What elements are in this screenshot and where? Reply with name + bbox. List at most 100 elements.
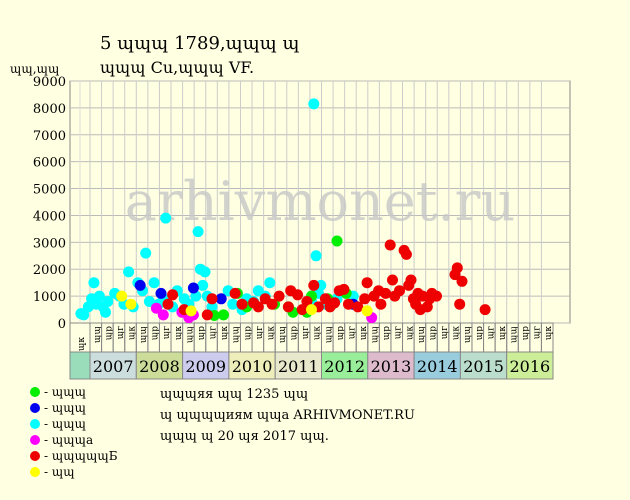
data-point bbox=[306, 304, 317, 316]
month-tick-label: ɰɰ bbox=[371, 326, 381, 344]
data-point bbox=[310, 250, 322, 262]
legend-label: - ɰɰɰ bbox=[44, 401, 87, 415]
legend-label: - ɰɰɰa bbox=[44, 433, 94, 447]
month-tick-label: ɰɰ bbox=[509, 326, 519, 344]
month-tick-label: ɰр bbox=[521, 326, 531, 341]
data-point bbox=[123, 266, 135, 278]
data-point bbox=[431, 290, 442, 302]
data-point bbox=[201, 309, 213, 321]
data-point bbox=[273, 290, 285, 302]
data-point bbox=[229, 287, 241, 299]
year-label: 2016 bbox=[509, 357, 550, 376]
legend-swatch bbox=[30, 451, 40, 461]
data-point bbox=[192, 226, 204, 238]
data-point bbox=[155, 287, 167, 299]
data-point bbox=[394, 285, 405, 297]
data-point bbox=[140, 247, 152, 259]
year-band bbox=[413, 351, 461, 380]
y-tick-label: 1000 bbox=[33, 290, 66, 305]
data-point bbox=[329, 297, 341, 309]
data-point bbox=[134, 279, 146, 291]
month-tick-label: ɰр bbox=[336, 326, 346, 341]
year-label: 2007 bbox=[93, 357, 134, 376]
data-point bbox=[352, 301, 364, 313]
month-tick-label: ɰк bbox=[498, 326, 508, 341]
month-tick-label: ɰг bbox=[116, 326, 126, 340]
month-tick-label: ɰɰ bbox=[232, 326, 242, 344]
year-label: 2010 bbox=[232, 357, 273, 376]
month-tick-label: ɰк bbox=[359, 326, 369, 341]
month-tick-label: ɰк bbox=[313, 326, 323, 341]
data-point bbox=[206, 293, 218, 305]
month-tick-label: ɰр bbox=[104, 326, 114, 341]
data-point bbox=[88, 277, 100, 289]
data-point bbox=[162, 298, 174, 310]
data-point bbox=[361, 277, 373, 289]
data-point bbox=[343, 298, 354, 310]
data-point bbox=[264, 277, 276, 289]
data-point bbox=[187, 282, 199, 294]
legend-swatch bbox=[30, 467, 40, 477]
year-label: 2014 bbox=[417, 357, 458, 376]
month-tick-label: ɰк bbox=[174, 326, 184, 341]
legend-item: - ɰɰɰɰɰБ bbox=[30, 448, 118, 464]
data-point bbox=[93, 290, 105, 302]
year-label: 2011 bbox=[278, 357, 319, 376]
year-band bbox=[506, 351, 554, 380]
month-tick-label: ɰк bbox=[77, 337, 87, 352]
month-tick-label: ɰг bbox=[301, 326, 311, 340]
chart-title-line2: ɰɰɰ Cu,ɰɰɰ VF. bbox=[100, 58, 255, 77]
month-tick-label: ɰг bbox=[394, 326, 404, 340]
data-point bbox=[116, 290, 128, 302]
legend-item: - ɰɰɰ bbox=[30, 400, 118, 416]
chart-title-line1: 5 ɰɰɰ 1789,ɰɰɰ ɰ bbox=[100, 33, 300, 54]
data-point bbox=[206, 301, 218, 313]
data-point bbox=[405, 274, 417, 286]
month-tick-label: ɰр bbox=[428, 326, 438, 341]
y-axis-unit: ɰɰ,ɰɰ bbox=[10, 62, 60, 76]
legend-label: - ɰɰɰ bbox=[44, 417, 87, 431]
month-tick-label: ɰг bbox=[162, 326, 172, 340]
year-band bbox=[459, 351, 508, 380]
data-point bbox=[148, 277, 160, 289]
data-point bbox=[359, 293, 371, 305]
data-point bbox=[197, 279, 209, 291]
data-point bbox=[227, 298, 239, 310]
pre-year-band bbox=[69, 351, 91, 380]
year-label: 2012 bbox=[324, 357, 365, 376]
data-point bbox=[308, 279, 320, 291]
data-point bbox=[361, 305, 373, 317]
data-point bbox=[160, 212, 172, 224]
month-tick-label: ɰɰ bbox=[185, 326, 195, 344]
y-tick-label: 8000 bbox=[33, 102, 66, 117]
y-tick-label: 3000 bbox=[33, 236, 66, 251]
legend-item: - ɰɰɰ bbox=[30, 384, 118, 400]
month-tick-label: ɰр bbox=[475, 326, 485, 341]
data-point bbox=[400, 248, 412, 260]
year-band bbox=[89, 351, 137, 380]
info-note: ɰɰɰяя ɰɰ 1235 ɰɰ ɰ ɰɰɰɰиям ɰɰa ARHIVMONE… bbox=[160, 384, 415, 447]
y-tick-label: 6000 bbox=[33, 156, 66, 171]
data-point bbox=[215, 293, 227, 305]
data-point bbox=[479, 304, 491, 316]
month-tick-label: ɰк bbox=[128, 326, 138, 341]
data-point bbox=[456, 275, 468, 287]
legend-item: - ɰɰ bbox=[30, 464, 118, 480]
year-label: 2013 bbox=[371, 357, 412, 376]
year-label: 2009 bbox=[185, 357, 226, 376]
data-point bbox=[331, 235, 343, 247]
month-tick-label: ɰг bbox=[347, 326, 357, 340]
y-tick-label: 0 bbox=[58, 317, 66, 332]
data-point bbox=[301, 296, 313, 307]
legend-swatch bbox=[30, 419, 40, 429]
note-date: ɰɰɰ ɰ 20 ɰя 2017 ɰɰ. bbox=[160, 429, 329, 444]
legend-swatch bbox=[30, 403, 40, 413]
legend-swatch bbox=[30, 435, 40, 445]
watermark: arhivmonet.ru bbox=[125, 170, 515, 233]
y-tick-label: 4000 bbox=[33, 209, 66, 224]
month-tick-label: ɰк bbox=[266, 326, 276, 341]
year-label: 2015 bbox=[463, 357, 504, 376]
data-point bbox=[185, 305, 197, 317]
month-tick-label: ɰɰ bbox=[278, 326, 288, 344]
